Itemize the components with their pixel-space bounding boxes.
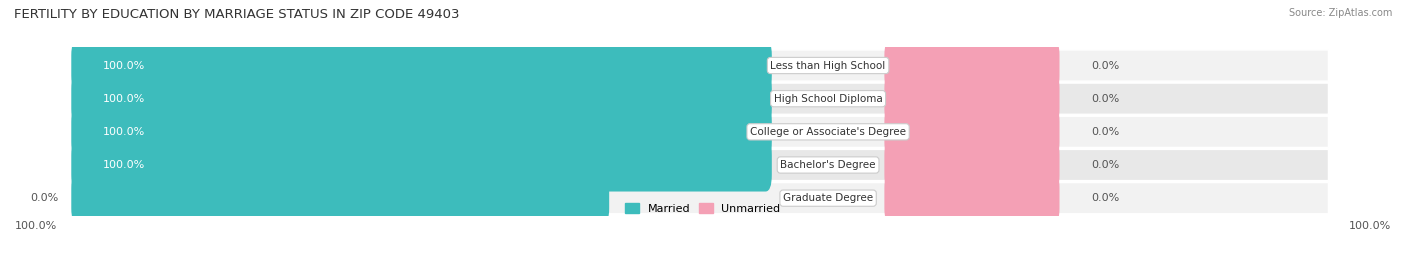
Text: 0.0%: 0.0% [1091, 193, 1119, 203]
FancyBboxPatch shape [77, 149, 1329, 180]
FancyBboxPatch shape [72, 139, 772, 192]
Text: 0.0%: 0.0% [1091, 94, 1119, 104]
Text: Graduate Degree: Graduate Degree [783, 193, 873, 203]
Text: 100.0%: 100.0% [103, 160, 145, 170]
Text: Source: ZipAtlas.com: Source: ZipAtlas.com [1288, 8, 1392, 18]
FancyBboxPatch shape [72, 39, 772, 92]
FancyBboxPatch shape [77, 50, 1329, 81]
FancyBboxPatch shape [884, 72, 1060, 125]
Text: 0.0%: 0.0% [1091, 160, 1119, 170]
Text: 100.0%: 100.0% [1348, 221, 1391, 231]
Text: 100.0%: 100.0% [103, 61, 145, 70]
FancyBboxPatch shape [884, 139, 1060, 192]
Text: College or Associate's Degree: College or Associate's Degree [749, 127, 905, 137]
Text: Bachelor's Degree: Bachelor's Degree [780, 160, 876, 170]
Text: 0.0%: 0.0% [1091, 61, 1119, 70]
Text: Less than High School: Less than High School [770, 61, 886, 70]
Legend: Married, Unmarried: Married, Unmarried [626, 203, 780, 214]
FancyBboxPatch shape [72, 72, 772, 125]
FancyBboxPatch shape [77, 183, 1329, 214]
Text: 0.0%: 0.0% [31, 193, 59, 203]
FancyBboxPatch shape [884, 172, 1060, 225]
Text: 100.0%: 100.0% [103, 94, 145, 104]
Text: 100.0%: 100.0% [103, 127, 145, 137]
FancyBboxPatch shape [884, 105, 1060, 158]
FancyBboxPatch shape [77, 83, 1329, 114]
Text: 100.0%: 100.0% [15, 221, 58, 231]
FancyBboxPatch shape [77, 116, 1329, 147]
Text: High School Diploma: High School Diploma [773, 94, 883, 104]
FancyBboxPatch shape [884, 39, 1060, 92]
FancyBboxPatch shape [72, 172, 609, 225]
Text: FERTILITY BY EDUCATION BY MARRIAGE STATUS IN ZIP CODE 49403: FERTILITY BY EDUCATION BY MARRIAGE STATU… [14, 8, 460, 21]
Text: 0.0%: 0.0% [1091, 127, 1119, 137]
FancyBboxPatch shape [72, 105, 772, 158]
